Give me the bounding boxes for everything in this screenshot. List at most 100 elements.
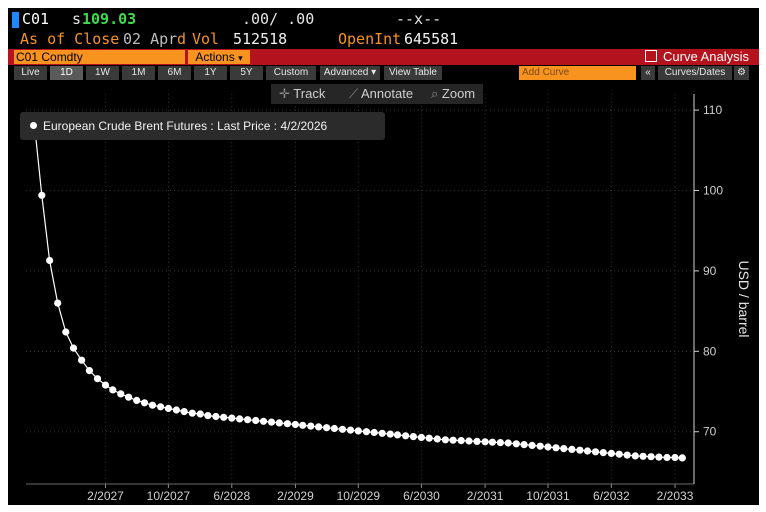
range-1w-button[interactable]: 1W (86, 66, 119, 80)
data-point[interactable] (109, 386, 117, 394)
data-point[interactable] (663, 453, 671, 462)
data-point[interactable] (647, 453, 655, 461)
data-point[interactable] (425, 434, 433, 442)
data-point[interactable] (117, 390, 125, 398)
data-point[interactable] (196, 410, 204, 418)
data-point[interactable] (259, 417, 268, 425)
data-point[interactable] (536, 442, 544, 450)
data-point[interactable] (457, 437, 465, 445)
data-point[interactable] (85, 367, 93, 375)
data-point[interactable] (338, 425, 347, 433)
data-point[interactable] (504, 439, 512, 447)
data-point[interactable] (473, 437, 481, 445)
data-point[interactable] (125, 393, 133, 401)
range-1y-button[interactable]: 1Y (194, 66, 227, 80)
range-1m-button[interactable]: 1M (122, 66, 155, 80)
data-point[interactable] (402, 432, 410, 440)
data-point[interactable] (267, 418, 276, 426)
data-point[interactable] (307, 422, 315, 430)
data-point[interactable] (133, 396, 141, 404)
data-point[interactable] (520, 441, 528, 449)
data-point[interactable] (140, 399, 149, 407)
track-tool[interactable]: ✛ Track (279, 84, 325, 104)
data-point[interactable] (370, 428, 378, 437)
data-point[interactable] (441, 436, 449, 444)
data-point[interactable] (599, 449, 607, 457)
range-6m-button[interactable]: 6M (158, 66, 191, 80)
data-point[interactable] (671, 453, 679, 462)
data-point[interactable] (188, 409, 196, 417)
range-1d-button[interactable]: 1D (50, 66, 83, 80)
data-point[interactable] (623, 451, 631, 459)
data-point[interactable] (275, 419, 283, 427)
data-point[interactable] (552, 444, 560, 452)
data-point[interactable] (283, 420, 291, 428)
data-point[interactable] (93, 375, 102, 383)
range-custom-button[interactable]: Custom (266, 66, 316, 80)
data-point[interactable] (148, 401, 157, 409)
gear-icon[interactable]: ⚙ (734, 66, 749, 80)
data-point[interactable] (639, 452, 647, 460)
data-point[interactable] (78, 356, 86, 364)
data-point[interactable] (433, 435, 441, 443)
data-point[interactable] (46, 256, 54, 265)
data-point[interactable] (164, 404, 172, 412)
data-point[interactable] (465, 437, 473, 445)
data-point[interactable] (244, 416, 252, 424)
data-point[interactable] (655, 453, 663, 461)
data-point[interactable] (236, 415, 244, 423)
data-point[interactable] (346, 426, 355, 434)
data-point[interactable] (54, 299, 62, 307)
data-point[interactable] (560, 445, 568, 453)
data-point[interactable] (315, 423, 323, 431)
data-point[interactable] (212, 412, 220, 421)
annotate-tool[interactable]: ⟋ Annotate (349, 84, 413, 104)
data-point[interactable] (496, 439, 504, 447)
data-point[interactable] (417, 433, 425, 441)
data-point[interactable] (488, 438, 496, 446)
data-point[interactable] (299, 421, 307, 429)
chart-legend[interactable]: European Crude Brent Futures : Last Pric… (20, 112, 385, 140)
data-point[interactable] (62, 328, 70, 336)
data-point[interactable] (409, 433, 417, 441)
data-point[interactable] (38, 191, 46, 199)
collapse-button[interactable]: « (641, 66, 655, 80)
data-point[interactable] (481, 438, 489, 446)
data-point[interactable] (583, 447, 592, 455)
range-5y-button[interactable]: 5Y (230, 66, 263, 80)
zoom-tool[interactable]: ⌕ Zoom (431, 84, 475, 104)
data-point[interactable] (386, 430, 394, 438)
ticker[interactable]: C01 (22, 10, 50, 28)
data-point[interactable] (607, 449, 616, 457)
data-point[interactable] (180, 408, 188, 416)
data-point[interactable] (101, 381, 110, 389)
data-point[interactable] (204, 412, 212, 420)
data-point[interactable] (378, 429, 386, 437)
add-curve-input[interactable]: Add Curve (519, 66, 636, 80)
data-point[interactable] (323, 424, 331, 432)
data-point[interactable] (512, 440, 520, 448)
curves-dates-button[interactable]: Curves/Dates (658, 66, 732, 80)
data-point[interactable] (330, 424, 338, 433)
data-point[interactable] (362, 428, 370, 436)
data-point[interactable] (678, 454, 686, 462)
data-point[interactable] (576, 446, 584, 454)
data-point[interactable] (393, 431, 402, 439)
data-point[interactable] (157, 403, 165, 411)
range-live-button[interactable]: Live (14, 66, 47, 80)
data-point[interactable] (220, 413, 228, 421)
data-point[interactable] (568, 445, 576, 453)
data-point[interactable] (631, 452, 639, 460)
data-point[interactable] (252, 416, 260, 425)
security-field[interactable]: C01 Comdty (14, 50, 185, 64)
data-point[interactable] (172, 406, 180, 414)
data-point[interactable] (449, 436, 457, 444)
data-point[interactable] (615, 450, 623, 458)
data-point[interactable] (228, 414, 236, 422)
data-point[interactable] (591, 448, 600, 456)
curve-chart[interactable]: 2/2027 10/2027 6/2028 2/2029 10/2029 6/2030 2/… (8, 8, 759, 505)
data-point[interactable] (291, 420, 299, 429)
actions-menu[interactable]: Actions ▾ (188, 50, 250, 64)
curve-analysis-link[interactable]: Curve Analysis (645, 49, 749, 65)
data-point[interactable] (354, 427, 362, 435)
